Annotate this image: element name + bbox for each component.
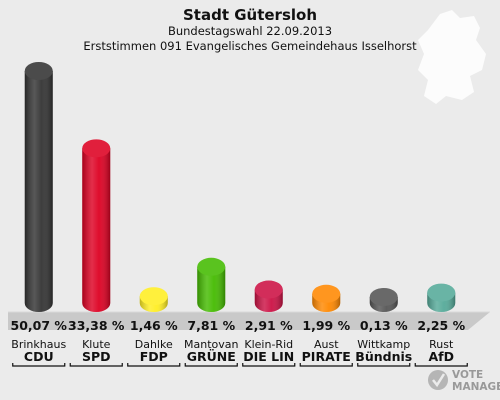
party-label: SPD [82, 349, 111, 364]
bar-cap [197, 257, 226, 276]
party-label: Bündnis [355, 349, 412, 364]
party-underline [69, 363, 123, 367]
party-label: GRÜNE [187, 349, 236, 364]
party-underline [299, 363, 353, 367]
party-underline [12, 363, 66, 367]
value-label: 1,46 % [130, 318, 178, 333]
bar-shading [24, 71, 53, 312]
value-label: 2,91 % [245, 318, 293, 333]
candidate-label: Dahlke [135, 338, 173, 351]
bar-bündnis [369, 288, 398, 312]
candidate-label: Mantovan [184, 338, 238, 351]
party-label: FDP [140, 349, 168, 364]
bar-die-lin [254, 280, 283, 312]
vote-manager-logo: VOTE MANAGER [428, 369, 500, 393]
bar-cap-highlight [312, 284, 341, 303]
bar-shading [197, 266, 226, 312]
bar-cdu [24, 62, 53, 312]
party-underline [357, 363, 411, 367]
bar-cap-highlight [427, 283, 456, 302]
district-subtitle: Erststimmen 091 Evangelisches Gemeindeha… [83, 39, 417, 53]
party-underline [184, 363, 238, 367]
candidate-labels-group: Brinkhaus Klute Dahlke Mantovan Klein-Rid Aus… [11, 338, 454, 351]
party-label: DIE LIN [243, 349, 294, 364]
party-underline [242, 363, 296, 367]
bar-fdp [139, 287, 168, 312]
election-subtitle: Bundestagswahl 22.09.2013 [168, 24, 332, 38]
bar-cap [312, 284, 341, 303]
value-label: 50,07 % [11, 318, 68, 333]
bar-cap-highlight [82, 139, 111, 158]
value-label: 0,13 % [360, 318, 408, 333]
page-title: Stadt Gütersloh [183, 6, 317, 24]
bars-group [24, 62, 456, 312]
germany-map-icon [418, 10, 486, 104]
candidate-label: Klein-Rid [244, 338, 293, 351]
party-labels-group: CDU SPD FDP GRÜNE DIE LIN PIRATE Bündnis AfD [12, 349, 468, 367]
bar-spd [82, 139, 111, 312]
bar-cap-highlight [197, 257, 226, 276]
bar-shading [82, 148, 111, 312]
value-label: 7,81 % [187, 318, 235, 333]
party-label: PIRATE [302, 349, 351, 364]
chart-floor [8, 312, 490, 330]
party-label: AfD [429, 349, 455, 364]
candidate-label: Rust [429, 338, 454, 351]
bar-cap [369, 288, 398, 306]
bar-cap [254, 280, 283, 299]
logo-line1: VOTE [452, 369, 483, 381]
value-label: 2,25 % [417, 318, 465, 333]
bar-cap [82, 139, 111, 158]
candidate-label: Brinkhaus [11, 338, 66, 351]
bar-cap-highlight [24, 62, 53, 80]
value-label: 1,99 % [302, 318, 350, 333]
candidate-label: Wittkamp [357, 338, 410, 351]
bar-grüne [197, 257, 226, 312]
bar-cap-highlight [369, 288, 398, 306]
bar-afd [427, 283, 456, 312]
bar-cap [24, 62, 53, 80]
value-label: 33,38 % [68, 318, 125, 333]
value-labels-group: 50,07 % 33,38 % 1,46 % 7,81 % 2,91 % 1,99 % 0,… [11, 318, 466, 333]
bar-cap-highlight [254, 280, 283, 299]
bar-cap [427, 283, 456, 302]
party-label: CDU [24, 349, 54, 364]
party-underline [414, 363, 468, 367]
candidate-label: Aust [314, 338, 339, 351]
bar-pirate [312, 284, 341, 312]
bar-cap-highlight [139, 287, 168, 306]
candidate-label: Klute [82, 338, 111, 351]
logo-line2: MANAGER [452, 381, 500, 393]
party-underline [127, 363, 181, 367]
bar-cap [139, 287, 168, 306]
